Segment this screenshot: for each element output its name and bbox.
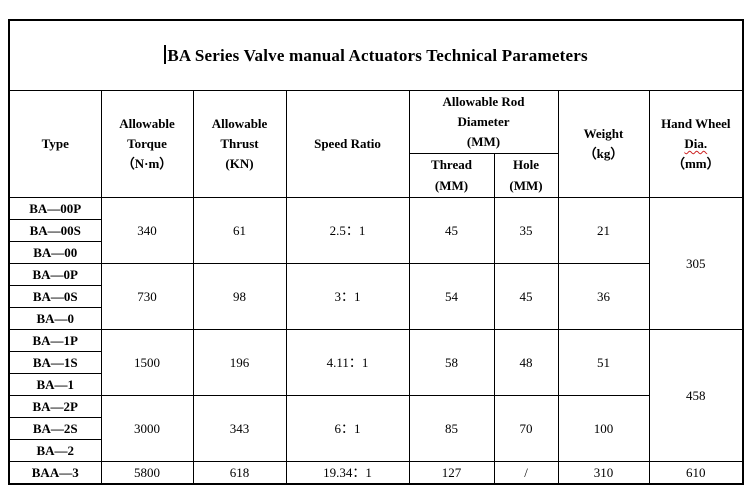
hole-cell: / (493, 461, 559, 484)
speed-ratio-cell: 6：1 (285, 395, 410, 462)
table-row: BAA—3 5800 618 19.34：1 127 / 310 610 (8, 461, 744, 484)
parameters-table-container: BA Series Valve manual Actuators Technic… (8, 19, 745, 485)
header-hole: Hole (MM) (493, 153, 559, 198)
thread-cell: 58 (408, 329, 495, 396)
thread-cell: 45 (408, 197, 495, 264)
speed-ratio-cell: 4.11：1 (285, 329, 410, 396)
type-cell: BA—00S (8, 219, 102, 242)
page-title: BA Series Valve manual Actuators Technic… (167, 45, 588, 65)
type-cell: BA—0 (8, 307, 102, 330)
header-hole-unit: (MM) (509, 177, 543, 193)
header-hand-wheel: Hand Wheel Dia. （mm） (648, 90, 744, 198)
text-cursor (164, 44, 167, 64)
header-rod-line1: Allowable Rod (442, 93, 525, 109)
header-row-sub: Thread (MM) Hole (MM) (9, 153, 743, 198)
torque-cell: 3000 (100, 395, 194, 462)
type-cell: BA—00P (8, 197, 102, 220)
table-row: BA—00 (8, 241, 743, 264)
type-cell: BA—1S (8, 351, 102, 374)
table-row: BA—2 (8, 439, 743, 462)
thread-cell: 127 (408, 461, 495, 484)
thread-cell: 85 (408, 395, 495, 462)
table-title-cell: BA Series Valve manual Actuators Technic… (8, 19, 744, 91)
hole-cell: 35 (493, 197, 559, 264)
speed-ratio-cell: 3：1 (285, 263, 410, 330)
header-torque-line1: Allowable (119, 115, 175, 131)
hole-cell: 48 (493, 329, 559, 396)
header-hand-wheel-dia: Dia. (684, 135, 708, 151)
hand-wheel-cell: 305 (648, 197, 744, 330)
header-thrust-unit: (KN) (225, 156, 254, 172)
title-row: BA Series Valve manual Actuators Technic… (8, 19, 744, 91)
header-speed-ratio: Speed Ratio (285, 90, 410, 198)
header-rod-diameter: Allowable Rod Diameter (MM) (408, 90, 559, 154)
thrust-cell: 196 (192, 329, 287, 396)
weight-cell: 36 (557, 263, 650, 330)
type-cell: BA—0S (8, 285, 102, 308)
header-torque-line2: Torque (127, 135, 167, 151)
header-rod-unit: (MM) (466, 134, 501, 150)
header-thrust-line2: Thrust (220, 135, 259, 151)
header-weight-line1: Weight (583, 125, 624, 141)
hole-cell: 45 (493, 263, 559, 330)
header-hand-wheel-unit: （mm） (671, 156, 720, 172)
header-weight: Weight （kg） (557, 90, 650, 198)
type-cell: BA—2P (8, 395, 102, 418)
speed-ratio-cell: 2.5：1 (285, 197, 410, 264)
hand-wheel-cell: 458 (648, 329, 744, 462)
hole-cell: 70 (493, 395, 559, 462)
header-thread-label: Thread (431, 157, 472, 173)
thrust-cell: 98 (192, 263, 287, 330)
header-type: Type (8, 90, 102, 198)
type-cell: BA—00 (8, 241, 102, 264)
weight-cell: 310 (557, 461, 650, 484)
thrust-cell: 618 (192, 461, 287, 484)
torque-cell: 1500 (100, 329, 194, 396)
header-thrust-line1: Allowable (211, 115, 268, 131)
torque-cell: 5800 (100, 461, 194, 484)
weight-cell: 51 (557, 329, 650, 396)
header-hand-wheel-line1: Hand Wheel (661, 115, 731, 131)
type-cell: BAA—3 (8, 461, 102, 484)
table-row: BA—1P 1500 196 4.11：1 58 48 51 458 (8, 329, 744, 462)
table-row: BA—2P 3000 343 6：1 85 70 100 (8, 395, 743, 462)
type-cell: BA—0P (8, 263, 102, 286)
table-row: BA—0S (8, 285, 743, 308)
type-cell: BA—1P (8, 329, 102, 352)
type-cell: BA—2 (8, 439, 102, 462)
header-thread: Thread (MM) (408, 153, 495, 198)
type-cell: BA—1 (8, 373, 102, 396)
table-row: BA—2S (8, 417, 743, 440)
header-torque-unit: （N·m） (121, 156, 173, 172)
torque-cell: 340 (100, 197, 194, 264)
type-cell: BA—2S (8, 417, 102, 440)
thread-cell: 54 (408, 263, 495, 330)
torque-cell: 730 (100, 263, 194, 330)
header-rod-line2: Diameter (457, 113, 510, 129)
header-thrust: Allowable Thrust (KN) (192, 90, 287, 198)
thrust-cell: 61 (192, 197, 287, 264)
table-row: BA—0P 730 98 3：1 54 45 36 (8, 263, 743, 330)
parameters-table: BA Series Valve manual Actuators Technic… (8, 19, 745, 485)
speed-ratio-cell: 19.34：1 (285, 461, 410, 484)
header-row-main: Type Allowable Torque （N·m） Allowable Th… (8, 90, 744, 198)
header-torque: Allowable Torque （N·m） (100, 90, 194, 198)
weight-cell: 21 (557, 197, 650, 264)
header-weight-unit: （kg） (583, 146, 624, 161)
header-hole-label: Hole (513, 157, 539, 173)
hand-wheel-cell: 610 (648, 461, 744, 484)
thrust-cell: 343 (192, 395, 287, 462)
header-thread-unit: (MM) (434, 177, 469, 193)
weight-cell: 100 (557, 395, 650, 462)
table-row: BA—00P 340 61 2.5：1 45 35 21 305 (8, 197, 744, 330)
